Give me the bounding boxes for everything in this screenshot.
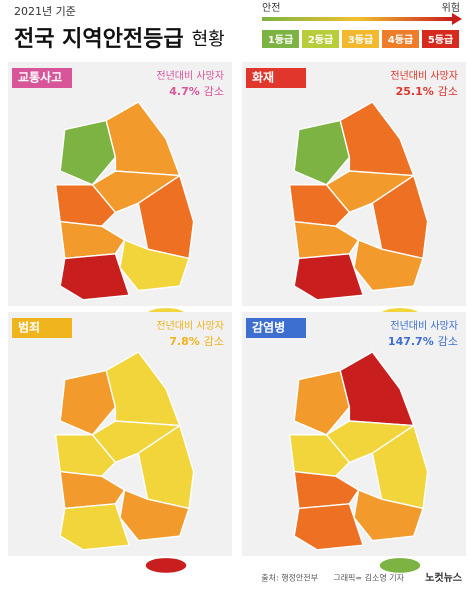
- panel-change: 4.7% 감소: [169, 85, 224, 98]
- region: [54, 434, 117, 477]
- panel-tag: [12, 318, 72, 338]
- legend-label: 1등급: [268, 34, 293, 46]
- panel-tag: [246, 68, 306, 88]
- region-jeju: [145, 558, 187, 573]
- region: [371, 424, 429, 510]
- legend-box: [342, 30, 379, 48]
- region: [137, 424, 195, 510]
- legend-label: 2등급: [308, 34, 333, 46]
- change-word: 감소: [438, 85, 458, 98]
- region: [293, 503, 365, 551]
- change-value: 25.1%: [396, 85, 434, 98]
- legend-label: 3등급: [348, 34, 373, 46]
- region: [293, 369, 351, 436]
- panel-caption: 전년대비 사망자: [390, 320, 458, 332]
- region: [288, 434, 351, 477]
- legend-safe: 안전: [262, 2, 280, 14]
- panel-tag: [12, 68, 72, 88]
- region: [293, 220, 360, 260]
- panel: 화재 전년대비 사망자 25.1% 감소: [242, 62, 466, 323]
- legend-arrow: [262, 17, 452, 21]
- region: [293, 253, 365, 301]
- map: [54, 101, 195, 323]
- source: 출처: 행정안전부: [261, 573, 318, 583]
- change-word: 감소: [204, 85, 224, 98]
- panel-label: 범죄: [18, 320, 40, 335]
- panel-label: 교통사고: [18, 70, 62, 85]
- change-word: 감소: [438, 335, 458, 348]
- legend-box: [382, 30, 419, 48]
- region: [59, 253, 131, 301]
- panel-caption: 전년대비 사망자: [390, 70, 458, 82]
- legend-label: 4등급: [388, 34, 413, 46]
- panel-change: 25.1% 감소: [396, 85, 458, 98]
- change-value: 7.8%: [169, 335, 200, 348]
- region: [137, 174, 195, 260]
- panel-caption: 전년대비 사망자: [156, 320, 224, 332]
- panel-tag: [246, 318, 306, 338]
- region: [59, 503, 131, 551]
- brand: 노컷뉴스: [425, 571, 462, 584]
- region: [293, 119, 351, 186]
- change-value: 4.7%: [169, 85, 200, 98]
- legend-arrowhead: [452, 13, 462, 25]
- legend-danger: 위험: [442, 1, 460, 14]
- panel-change: 147.7% 감소: [388, 335, 458, 348]
- legend-box: [262, 30, 299, 48]
- panel-label: 화재: [252, 70, 274, 85]
- map: [288, 351, 429, 573]
- credit: 그래픽= 김소영 기자: [333, 573, 404, 583]
- legend-label: 5등급: [428, 34, 453, 46]
- region: [59, 470, 126, 510]
- title: 전국 지역안전등급 현황: [14, 27, 225, 52]
- panel: 감염병 전년대비 사망자 147.7% 감소: [242, 312, 466, 573]
- map: [54, 351, 195, 573]
- region: [59, 119, 117, 186]
- title-main: 전국 지역안전등급: [14, 27, 184, 52]
- subtitle: 2021년 기준: [14, 5, 76, 18]
- panel: 교통사고 전년대비 사망자 4.7% 감소: [8, 62, 232, 323]
- panel: 범죄 전년대비 사망자 7.8% 감소: [8, 312, 232, 573]
- region: [59, 220, 126, 260]
- panel-change: 7.8% 감소: [169, 335, 224, 348]
- region: [288, 184, 351, 227]
- change-value: 147.7%: [388, 335, 434, 348]
- legend-box: [302, 30, 339, 48]
- legend-box: [422, 30, 459, 48]
- region-jeju: [379, 558, 421, 573]
- panel-label: 감염병: [252, 320, 285, 335]
- change-word: 감소: [204, 335, 224, 348]
- legend: 1등급 2등급 3등급 4등급 5등급: [262, 30, 459, 48]
- panel-caption: 전년대비 사망자: [156, 70, 224, 82]
- region: [54, 184, 117, 227]
- title-suffix: 현황: [192, 29, 225, 50]
- region: [59, 369, 117, 436]
- region: [293, 470, 360, 510]
- region: [371, 174, 429, 260]
